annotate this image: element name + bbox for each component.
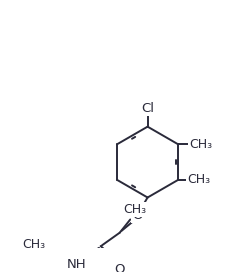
Text: O: O <box>132 209 143 222</box>
Text: Cl: Cl <box>141 102 154 115</box>
Text: CH₃: CH₃ <box>22 238 45 251</box>
Text: CH₃: CH₃ <box>187 173 210 186</box>
Text: O: O <box>114 263 124 272</box>
Text: CH₃: CH₃ <box>123 203 146 216</box>
Text: NH: NH <box>67 258 87 271</box>
Text: CH₃: CH₃ <box>189 138 212 151</box>
